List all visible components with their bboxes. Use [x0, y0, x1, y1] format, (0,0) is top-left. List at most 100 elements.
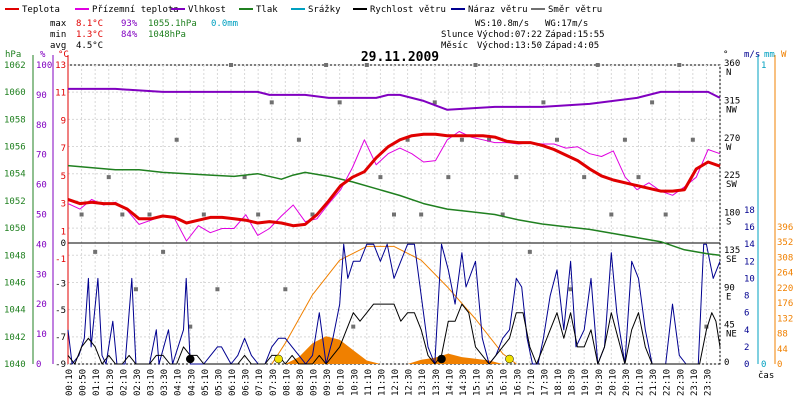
wind-direction-point [636, 175, 641, 180]
dir-tick: 135 [724, 246, 740, 256]
pct-tick: 70 [36, 151, 47, 161]
stat-min-press: 1048hPa [148, 30, 186, 40]
pct-tick: 90 [36, 91, 47, 101]
dir-label: E [726, 292, 731, 302]
x-tick-label: 23:30 [703, 369, 713, 396]
info-moon-label: Měsíc [441, 41, 468, 51]
wind-direction-point [663, 212, 668, 217]
mm-axis-title: mm [764, 50, 775, 60]
wind-direction-point [283, 287, 288, 292]
hpa-tick: 1050 [4, 224, 26, 234]
c-tick: 9 [61, 116, 66, 126]
legend: Teplota Přízemní teplota Vlhkost Tlak Srážky… [5, 5, 602, 15]
w-tick: 176 [777, 299, 793, 309]
x-tick-label: 12:10 [391, 369, 401, 396]
wind-direction-point [609, 212, 614, 217]
dir-label: N [726, 68, 731, 78]
c-low-tick: -7 [55, 333, 66, 343]
x-tick-label: 06:10 [228, 369, 238, 396]
pressure-line [67, 164, 721, 257]
mm-tick: 1 [761, 61, 766, 71]
legend-label: Rychlost větru [370, 5, 446, 15]
pct-tick: 60 [36, 181, 47, 191]
stat-avg-label: avg [50, 41, 66, 51]
wind-direction-point [364, 63, 369, 67]
x-tick-label: 16:10 [500, 369, 510, 396]
x-tick-label: 02:10 [119, 369, 129, 396]
hpa-tick: 1048 [4, 251, 26, 261]
x-tick-label: 20:10 [608, 369, 618, 396]
x-tick-label: 10:10 [337, 369, 347, 396]
wind-direction-point [147, 212, 152, 217]
x-tick-label: 17:10 [527, 369, 537, 396]
x-tick-label: 15:30 [486, 369, 496, 396]
x-tick-label: 03:30 [160, 369, 170, 396]
solar-theoretical-line [271, 245, 517, 365]
legend-label: Přízemní teplota [92, 5, 179, 15]
wind-direction-point [106, 175, 111, 180]
mm-tick: 0 [761, 360, 766, 370]
wind-direction-point [690, 137, 695, 142]
x-tick-label: 07:10 [255, 369, 265, 396]
info-moonrise: Východ:13:50 [477, 41, 542, 51]
x-tick-label: 01:10 [92, 369, 102, 396]
info-wg: WG:17m/s [545, 19, 588, 29]
info-sunset: Západ:15:55 [545, 30, 605, 40]
x-tick-label: 04:10 [174, 369, 184, 396]
legend-label: Vlhkost [188, 5, 226, 15]
x-tick-label: 00:50 [79, 369, 89, 396]
wind-direction-point [378, 175, 383, 180]
sun-moon-marker [437, 354, 446, 364]
w-tick: 352 [777, 238, 793, 248]
w-tick: 88 [777, 330, 788, 340]
legend-label: Náraz větru [468, 5, 528, 15]
dir-tick: 45 [724, 321, 735, 331]
pct-tick: 20 [36, 300, 47, 310]
sun-moon-marker [274, 354, 283, 364]
hpa-tick: 1060 [4, 88, 26, 98]
pct-tick: 0 [36, 360, 41, 370]
dir-tick: 90 [724, 283, 735, 293]
x-tick-label: 01:30 [106, 369, 116, 396]
hpa-tick: 1042 [4, 333, 26, 343]
wind-direction-point [514, 175, 519, 180]
c-low-tick: -5 [55, 306, 66, 316]
dir-tick: 225 [724, 171, 740, 181]
dir-label: NW [726, 105, 737, 115]
x-tick-label: 13:10 [418, 369, 428, 396]
c-tick: 3 [61, 200, 66, 210]
pct-tick: 100 [36, 61, 52, 71]
wind-direction-point [432, 100, 437, 105]
dir-tick: 180 [724, 209, 740, 219]
c-low-tick: 0 [61, 239, 66, 249]
x-tick-label: 10:30 [350, 369, 360, 396]
hpa-tick: 1058 [4, 115, 26, 125]
w-tick: 220 [777, 284, 793, 294]
w-tick: 396 [777, 223, 793, 233]
legend-label: Tlak [256, 5, 278, 15]
x-tick-label: 09:10 [310, 369, 320, 396]
wind-direction-point [473, 63, 478, 67]
temperature-line [67, 132, 721, 228]
w-tick: 264 [777, 269, 793, 279]
x-tick-label: 22:30 [676, 369, 686, 396]
dir-label: SW [726, 180, 737, 190]
wind-direction-point [133, 287, 138, 292]
c-low-tick: -3 [55, 279, 66, 289]
w-tick: 44 [777, 345, 788, 355]
c-tick: 13 [55, 61, 66, 71]
hpa-tick: 1046 [4, 278, 26, 288]
x-tick-label: 08:10 [282, 369, 292, 396]
wind-direction-point [419, 212, 424, 217]
stat-max-press: 1055.1hPa [148, 19, 197, 29]
wind-direction-point [215, 287, 220, 292]
wind-direction-point [161, 249, 166, 254]
dir-label: W [726, 143, 732, 153]
dir-tick: 0 [724, 358, 729, 368]
x-tick-label: 21:30 [649, 369, 659, 396]
wind-direction-point [256, 212, 261, 217]
x-tick-label: 16:30 [513, 369, 523, 396]
stat-max-temp: 8.1°C [76, 19, 103, 29]
ms-tick: 10 [744, 274, 755, 284]
